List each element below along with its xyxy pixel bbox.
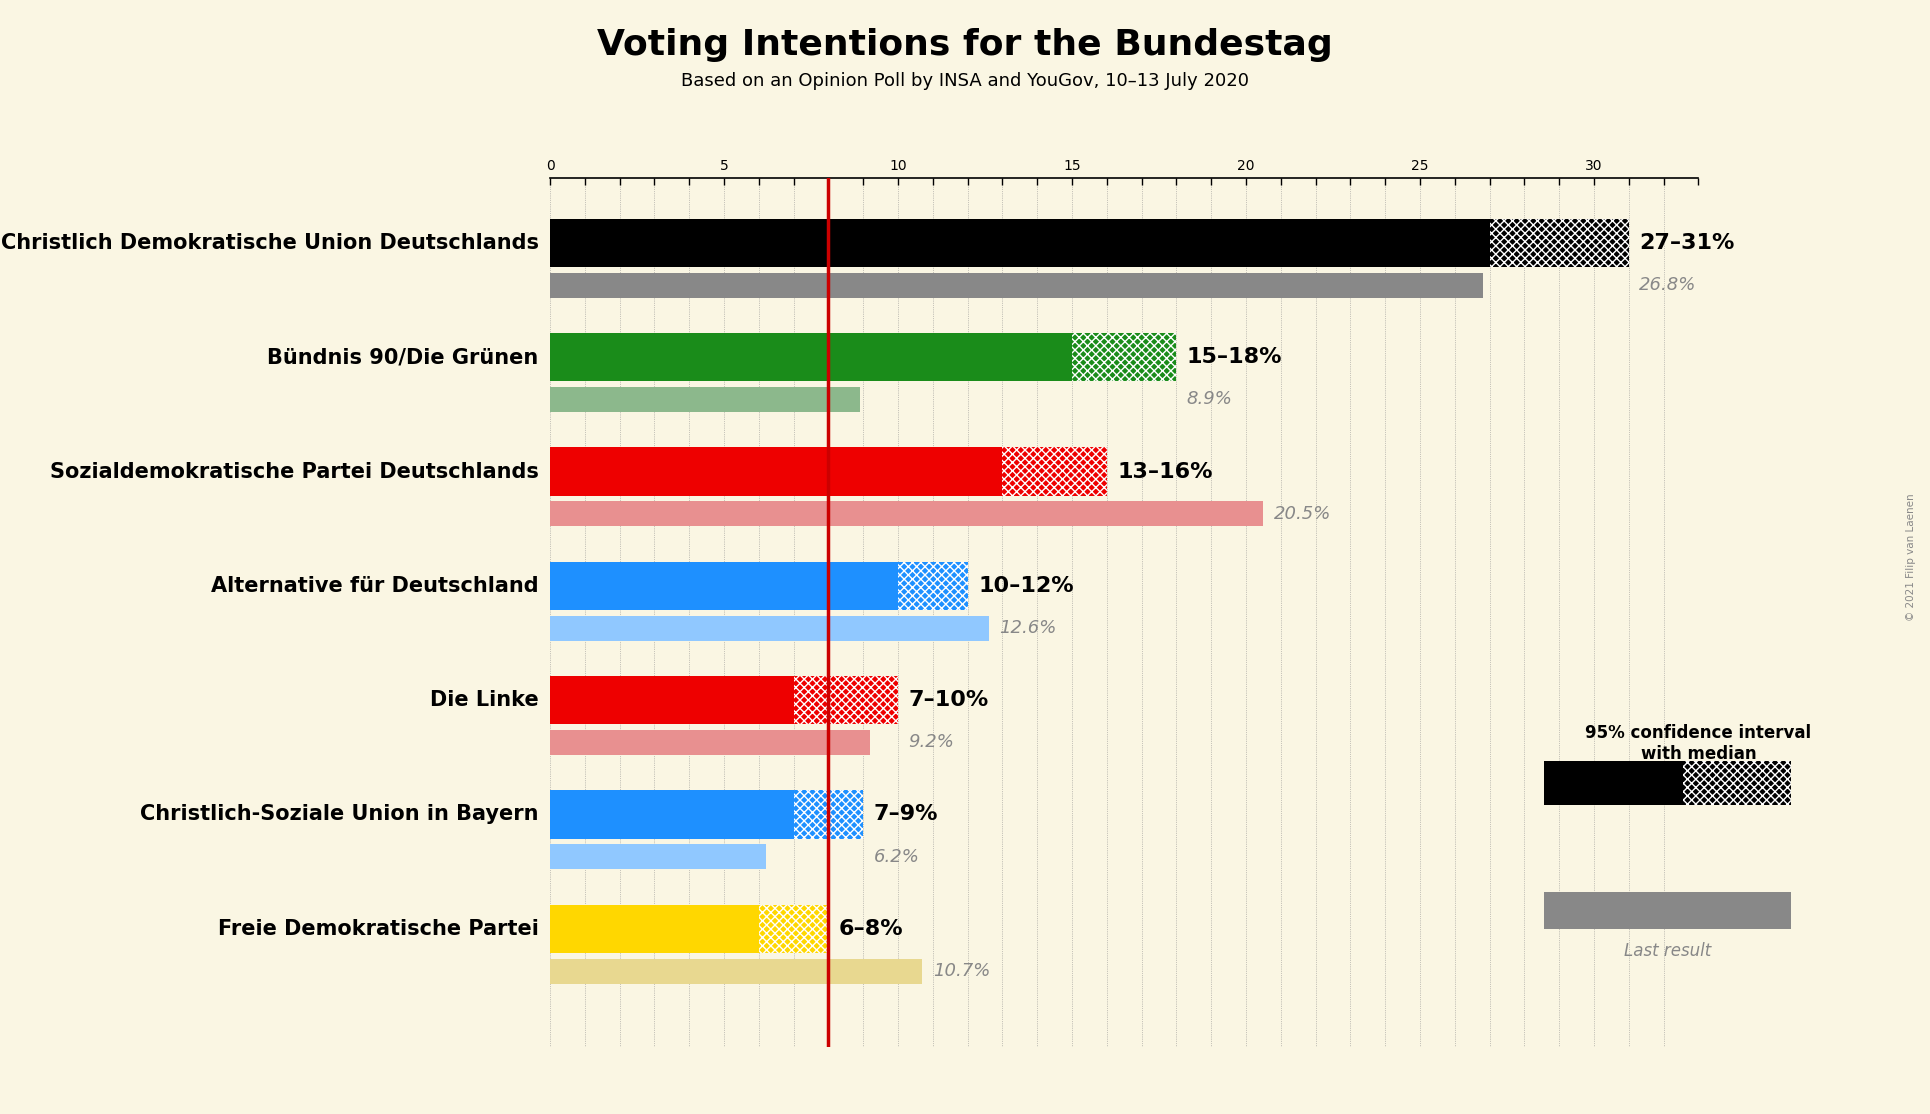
Bar [550,501,1264,527]
Bar [758,905,828,952]
Bar [550,561,897,609]
Bar [793,791,863,839]
Text: 9.2%: 9.2% [909,733,953,752]
Text: 27–31%: 27–31% [1639,233,1735,253]
Bar [550,958,923,984]
Bar [1002,448,1106,496]
Bar [550,616,988,641]
Bar [550,448,1002,496]
Text: Based on an Opinion Poll by INSA and YouGov, 10–13 July 2020: Based on an Opinion Poll by INSA and You… [681,72,1249,90]
Text: 7–10%: 7–10% [909,691,988,710]
Text: 6.2%: 6.2% [874,848,919,866]
Bar [550,387,859,412]
Text: Christlich-Soziale Union in Bayern: Christlich-Soziale Union in Bayern [141,804,538,824]
Text: 95% confidence interval
with median: 95% confidence interval with median [1585,724,1812,763]
Text: Sozialdemokratische Partei Deutschlands: Sozialdemokratische Partei Deutschlands [50,461,538,481]
Text: Christlich Demokratische Union Deutschlands: Christlich Demokratische Union Deutschla… [0,233,538,253]
Text: Alternative für Deutschland: Alternative für Deutschland [210,576,538,596]
Bar [1490,218,1629,267]
Bar [550,676,793,724]
Text: 20.5%: 20.5% [1274,505,1332,522]
Text: 8.9%: 8.9% [1187,391,1233,409]
Text: Bündnis 90/Die Grünen: Bündnis 90/Die Grünen [268,348,538,368]
Text: 12.6%: 12.6% [1000,619,1056,637]
Bar [793,676,897,724]
Text: Die Linke: Die Linke [430,691,538,710]
Bar [1683,761,1791,805]
Bar [550,791,793,839]
Bar [1544,892,1791,929]
Text: 10–12%: 10–12% [979,576,1073,596]
Text: 15–18%: 15–18% [1187,348,1282,368]
Bar [550,333,1071,381]
Text: 7–9%: 7–9% [874,804,938,824]
Text: Last result: Last result [1623,942,1712,960]
Bar [897,561,967,609]
Bar [1071,333,1177,381]
Text: 13–16%: 13–16% [1117,461,1212,481]
Bar [1544,761,1683,805]
Text: © 2021 Filip van Laenen: © 2021 Filip van Laenen [1907,494,1916,620]
Text: Freie Demokratische Partei: Freie Demokratische Partei [218,919,538,939]
Text: Voting Intentions for the Bundestag: Voting Intentions for the Bundestag [596,28,1334,62]
Text: 6–8%: 6–8% [840,919,903,939]
Bar [550,218,1490,267]
Text: 10.7%: 10.7% [932,962,990,980]
Bar [550,273,1482,297]
Bar [550,844,766,869]
Bar [550,730,870,755]
Bar [550,905,758,952]
Text: 26.8%: 26.8% [1639,276,1696,294]
